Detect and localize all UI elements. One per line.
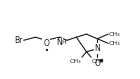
Text: CH₃: CH₃ bbox=[69, 59, 81, 64]
Text: N: N bbox=[94, 44, 100, 53]
Text: O: O bbox=[43, 39, 49, 48]
Text: O: O bbox=[94, 59, 100, 68]
Text: CH₃: CH₃ bbox=[109, 41, 121, 46]
Text: N: N bbox=[56, 38, 62, 47]
Text: CH₃: CH₃ bbox=[92, 59, 103, 64]
Text: H: H bbox=[62, 40, 66, 44]
Text: CH₃: CH₃ bbox=[109, 32, 121, 37]
Text: Br: Br bbox=[15, 36, 23, 45]
